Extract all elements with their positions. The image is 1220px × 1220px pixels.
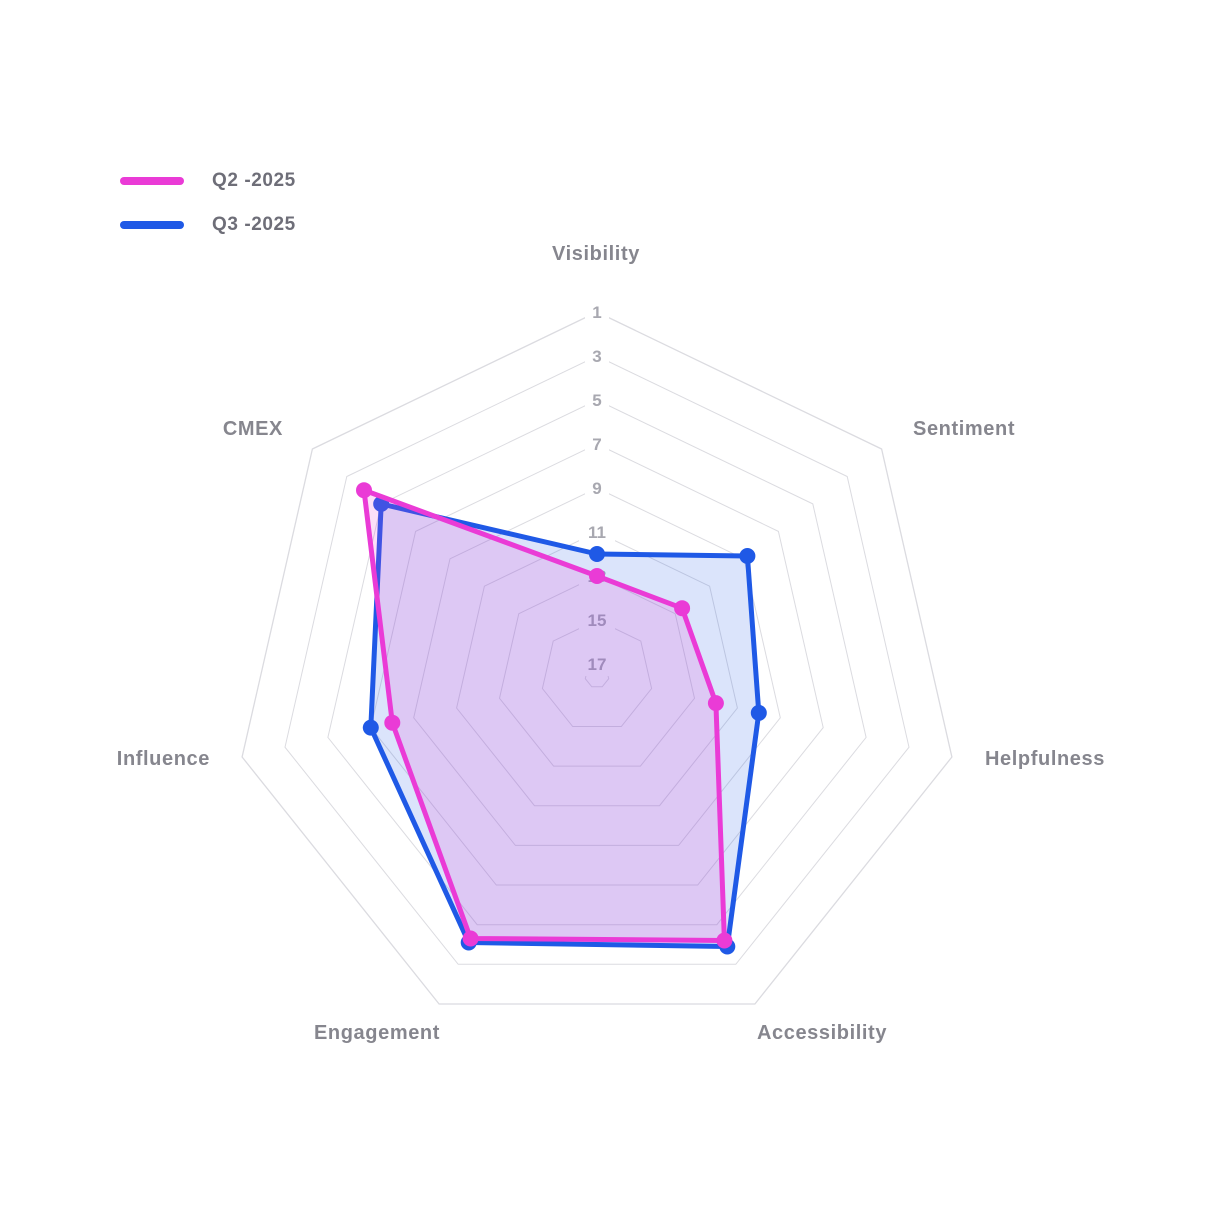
legend-swatch-q2 [120, 177, 184, 185]
axis-label-cmex: CMEX [223, 418, 283, 440]
data-point-q3-visibility [589, 546, 605, 562]
data-point-q2-engagement [462, 930, 479, 947]
tick-backdrop-7 [585, 432, 609, 456]
axis-label-visibility: Visibility [552, 243, 640, 265]
tick-label-3: 3 [592, 347, 601, 366]
data-point-q2-visibility [589, 568, 605, 584]
tick-backdrop-17 [579, 652, 615, 676]
legend-item-q2[interactable]: Q2 -2025 [120, 170, 296, 192]
tick-label-7: 7 [592, 435, 601, 454]
axis-label-sentiment: Sentiment [913, 418, 1015, 440]
legend-label-q2: Q2 -2025 [212, 170, 296, 191]
legend: Q2 -2025 Q3 -2025 [120, 170, 296, 236]
tick-label-5: 5 [592, 391, 601, 410]
grid-ring-1 [241, 311, 953, 1005]
legend-item-q3[interactable]: Q3 -2025 [120, 214, 296, 236]
grid-ring-3 [284, 355, 910, 965]
data-point-q2-influence [384, 714, 401, 731]
grid-ring-13 [498, 575, 696, 767]
data-point-q2-cmex [356, 482, 372, 499]
tick-label-17: 17 [588, 655, 607, 674]
tick-label-15: 15 [588, 611, 607, 630]
tick-backdrop-11 [579, 520, 615, 544]
data-point-q2-helpfulness [707, 695, 724, 712]
axis-label-influence: Influence [117, 748, 210, 770]
axis-label-accessibility: Accessibility [757, 1022, 887, 1044]
grid-ring-11 [456, 531, 738, 807]
data-point-q3-sentiment [739, 548, 756, 564]
series-polygon-q2 [361, 487, 727, 943]
data-point-q2-accessibility [716, 932, 733, 949]
tick-label-9: 9 [592, 479, 601, 498]
data-point-q3-influence [362, 719, 379, 736]
tick-backdrop-1 [585, 300, 609, 324]
grid-ring-7 [370, 443, 824, 886]
legend-label-q3: Q3 -2025 [212, 214, 296, 235]
grid-ring-15 [541, 619, 653, 727]
tick-backdrop-3 [585, 344, 609, 368]
tick-backdrop-9 [585, 476, 609, 500]
tick-backdrop-15 [579, 608, 615, 632]
tick-label-11: 11 [588, 523, 606, 542]
axis-label-engagement: Engagement [314, 1022, 440, 1044]
axis-label-helpfulness: Helpfulness [985, 748, 1105, 770]
data-point-q3-helpfulness [750, 704, 767, 721]
series-polygon-q3 [368, 501, 762, 949]
legend-swatch-q3 [120, 221, 184, 229]
tick-label-1: 1 [592, 303, 601, 322]
tick-backdrop-5 [585, 388, 609, 412]
data-point-q2-sentiment [674, 600, 691, 617]
